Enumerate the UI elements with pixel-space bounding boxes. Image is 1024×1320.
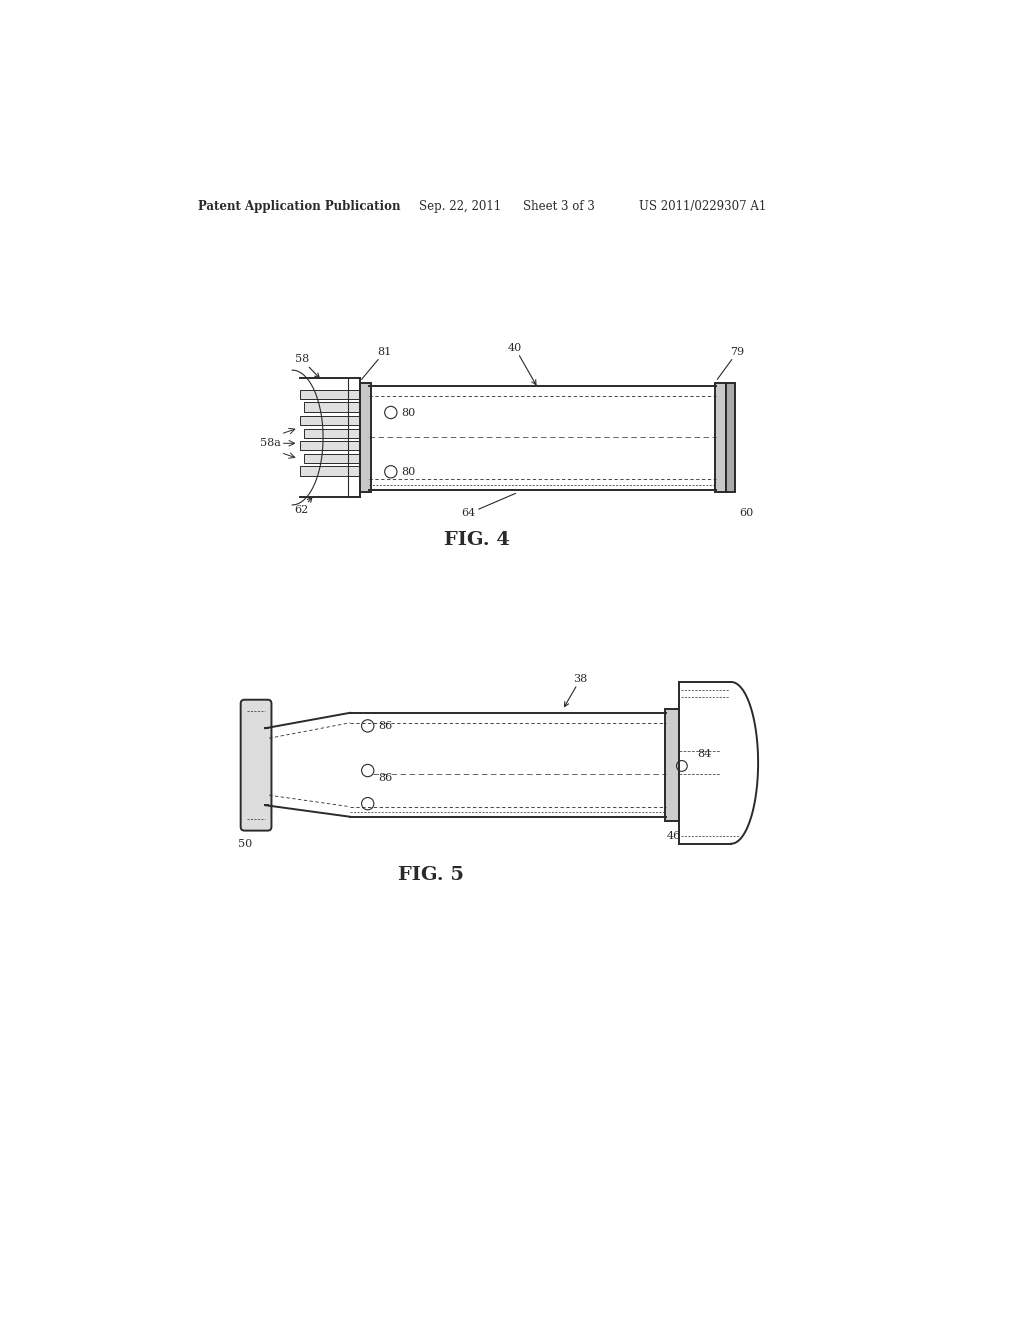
Text: 79: 79	[717, 347, 744, 379]
Text: US 2011/0229307 A1: US 2011/0229307 A1	[639, 199, 766, 213]
Bar	[360, 383, 371, 492]
Text: 40: 40	[508, 343, 536, 384]
Text: 86: 86	[379, 774, 393, 783]
FancyBboxPatch shape	[241, 700, 271, 830]
Text: 50: 50	[239, 838, 253, 849]
Bar	[665, 709, 679, 821]
Text: 84: 84	[697, 750, 712, 759]
Bar	[304, 454, 360, 463]
Text: 46: 46	[667, 832, 681, 841]
Bar	[715, 383, 726, 492]
Text: 64: 64	[462, 494, 515, 519]
Text: Patent Application Publication: Patent Application Publication	[199, 199, 400, 213]
Text: 60: 60	[739, 508, 753, 517]
Text: FIG. 5: FIG. 5	[398, 866, 464, 883]
Bar	[300, 391, 360, 400]
Text: Sheet 3 of 3: Sheet 3 of 3	[523, 199, 595, 213]
Text: 80: 80	[401, 408, 416, 417]
Bar	[300, 466, 360, 475]
Text: 86: 86	[379, 721, 393, 731]
Bar	[304, 403, 360, 412]
Bar	[726, 383, 735, 492]
Bar	[304, 429, 360, 438]
Text: 38: 38	[564, 675, 588, 706]
Text: 81: 81	[361, 347, 392, 379]
Text: 58: 58	[295, 355, 319, 378]
Text: 58a: 58a	[260, 438, 281, 449]
Bar	[300, 416, 360, 425]
Text: FIG. 4: FIG. 4	[444, 531, 510, 549]
Text: 62: 62	[295, 498, 312, 515]
Bar	[300, 441, 360, 450]
Text: 80: 80	[401, 467, 416, 477]
Text: Sep. 22, 2011: Sep. 22, 2011	[419, 199, 502, 213]
